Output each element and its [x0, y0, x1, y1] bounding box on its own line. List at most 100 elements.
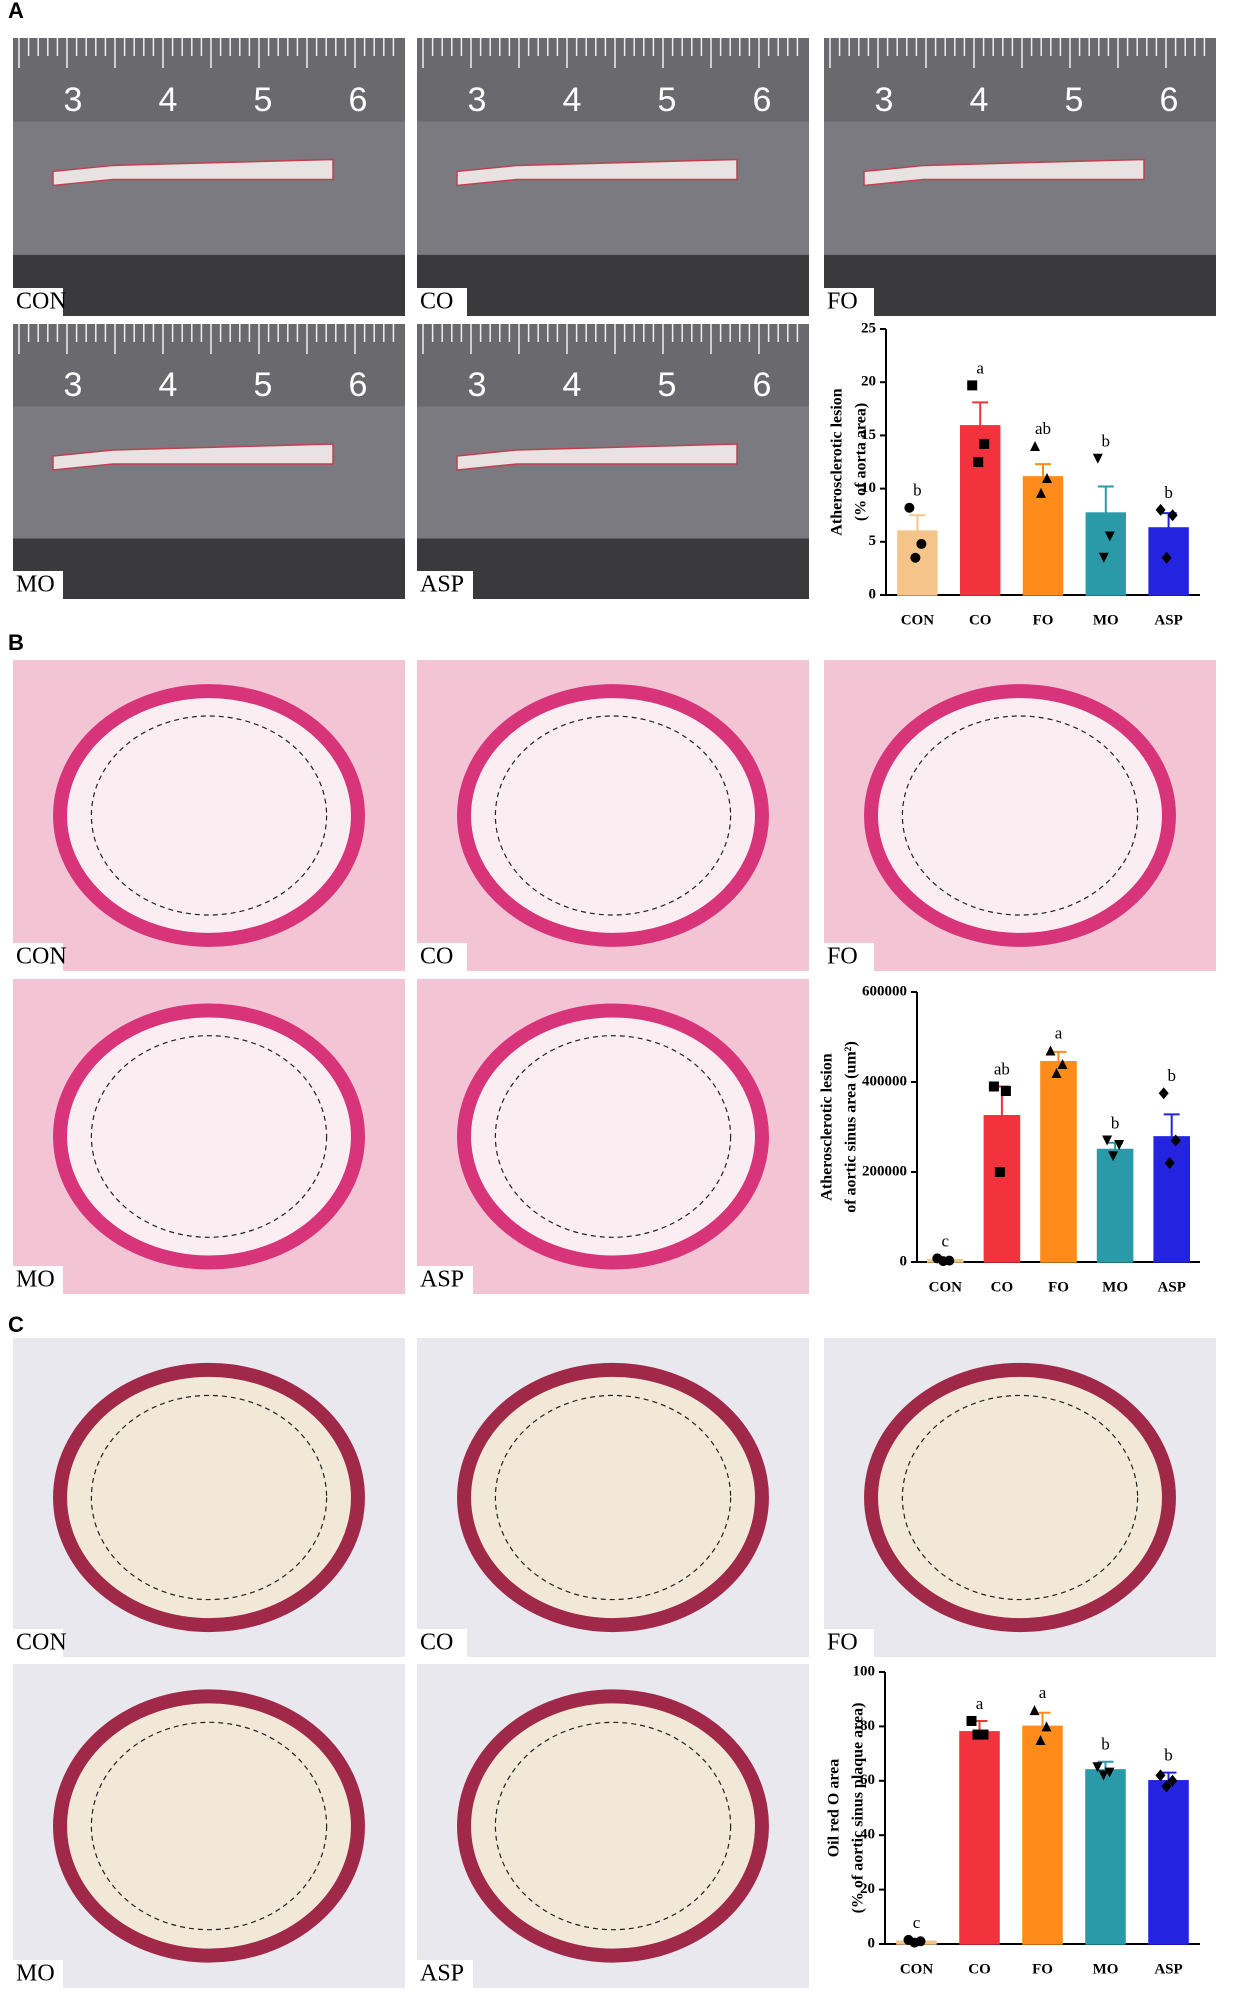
photo-label: MO — [16, 1267, 55, 1293]
y-axis-label: (% of aortic sinus plaque area) — [850, 1703, 867, 1914]
ruler-number: 6 — [753, 366, 772, 404]
reflection — [824, 121, 1216, 255]
photo-label-bg — [13, 943, 63, 971]
bar — [1153, 1136, 1190, 1263]
y-tick-label: 20 — [861, 374, 876, 390]
ruler-number: 6 — [1160, 81, 1179, 119]
y-tick-label: 40 — [860, 1827, 875, 1843]
ruler-number: 5 — [658, 81, 677, 119]
aorta — [456, 443, 738, 471]
reflection — [13, 121, 405, 255]
ruler-number: 6 — [753, 81, 772, 119]
ruler — [417, 38, 809, 122]
photo-label: CO — [420, 1630, 453, 1656]
aorta — [863, 158, 1145, 187]
data-point — [1102, 1135, 1113, 1146]
x-tick-label: FO — [1048, 1279, 1069, 1295]
significance-letter: a — [1039, 1683, 1047, 1702]
ruler — [417, 324, 809, 407]
y-axis-label: Oil red O area — [826, 1759, 843, 1858]
data-point — [904, 502, 915, 513]
data-point — [909, 1937, 920, 1948]
vessel-wall — [457, 1003, 769, 1270]
ruler — [13, 38, 405, 122]
reflection — [13, 406, 405, 539]
data-point — [938, 1256, 949, 1267]
x-tick-label: CON — [929, 1279, 963, 1295]
ruler-number: 5 — [254, 81, 273, 119]
x-tick-label: MO — [1093, 612, 1119, 628]
data-point — [1042, 472, 1052, 483]
ruler-number: 3 — [64, 81, 83, 119]
plaque-outline — [90, 715, 328, 916]
data-point — [1167, 1774, 1178, 1787]
ruler-number: 3 — [875, 81, 894, 119]
plaque-outline — [90, 1721, 328, 1931]
data-point — [1104, 1767, 1115, 1778]
ruler — [824, 38, 1216, 122]
significance-letter: a — [1055, 1023, 1063, 1042]
y-tick-label: 15 — [861, 427, 876, 443]
photo-label: CO — [420, 289, 453, 315]
photo-label-bg — [824, 1629, 874, 1657]
data-point — [1155, 1769, 1166, 1782]
significance-letter: b — [1167, 1066, 1176, 1085]
data-point — [1158, 1087, 1169, 1100]
ruler-number: 5 — [1065, 81, 1084, 119]
panel-label: B — [8, 630, 24, 655]
data-point — [1104, 531, 1115, 542]
y-tick-label: 100 — [853, 1663, 876, 1679]
ruler-number: 4 — [970, 81, 989, 119]
x-tick-label: FO — [1033, 612, 1054, 628]
vessel-wall — [457, 1689, 769, 1963]
plaque-outline — [494, 1035, 732, 1238]
data-point — [1092, 1762, 1103, 1773]
data-point — [979, 438, 990, 449]
plaque-outline — [901, 715, 1139, 916]
photo-label: CON — [16, 289, 67, 315]
plaque-outline — [901, 1394, 1139, 1601]
bar — [1022, 1725, 1063, 1945]
x-tick-label: CON — [901, 612, 935, 628]
plaque-outline — [90, 1035, 328, 1238]
reflection — [417, 406, 809, 539]
y-tick-label: 5 — [869, 533, 877, 549]
bar — [1096, 1148, 1134, 1263]
x-tick-label: FO — [1032, 1961, 1053, 1977]
photo-label: CON — [16, 944, 67, 970]
y-tick-label: 80 — [860, 1718, 875, 1734]
significance-letter: a — [976, 1694, 984, 1713]
data-point — [1114, 1140, 1125, 1150]
reflection — [417, 121, 809, 255]
y-tick-label: 600000 — [862, 983, 907, 999]
error-bar — [972, 401, 989, 426]
ruler-number: 4 — [563, 366, 582, 404]
bar — [959, 425, 1001, 596]
photo-label-bg — [417, 571, 473, 599]
bar — [983, 1115, 1021, 1263]
y-tick-label: 20 — [860, 1881, 875, 1897]
photo-label-bg — [417, 1266, 473, 1294]
x-tick-label: MO — [1102, 1279, 1128, 1295]
y-tick-label: 25 — [861, 320, 876, 336]
data-point — [1045, 1045, 1056, 1056]
photo-label-bg — [417, 943, 467, 971]
photo-label-bg — [13, 1266, 63, 1294]
bar — [1148, 527, 1189, 596]
y-axis-label: Atherosclerotic lesion — [819, 1053, 836, 1200]
data-point — [1092, 453, 1103, 464]
photo-label-bg — [417, 288, 467, 316]
data-point — [1041, 1721, 1052, 1732]
photo-label: MO — [16, 572, 55, 598]
photo-label: MO — [16, 1961, 55, 1987]
data-point — [1035, 1735, 1046, 1745]
vessel-wall — [53, 684, 365, 947]
x-tick-label: CO — [991, 1279, 1014, 1295]
data-point — [967, 380, 978, 391]
aorta — [52, 443, 334, 471]
ruler-number: 3 — [64, 366, 83, 404]
significance-letter: b — [1101, 1735, 1110, 1754]
error-bar — [1097, 485, 1114, 514]
bar — [897, 530, 938, 596]
data-point — [910, 552, 921, 563]
